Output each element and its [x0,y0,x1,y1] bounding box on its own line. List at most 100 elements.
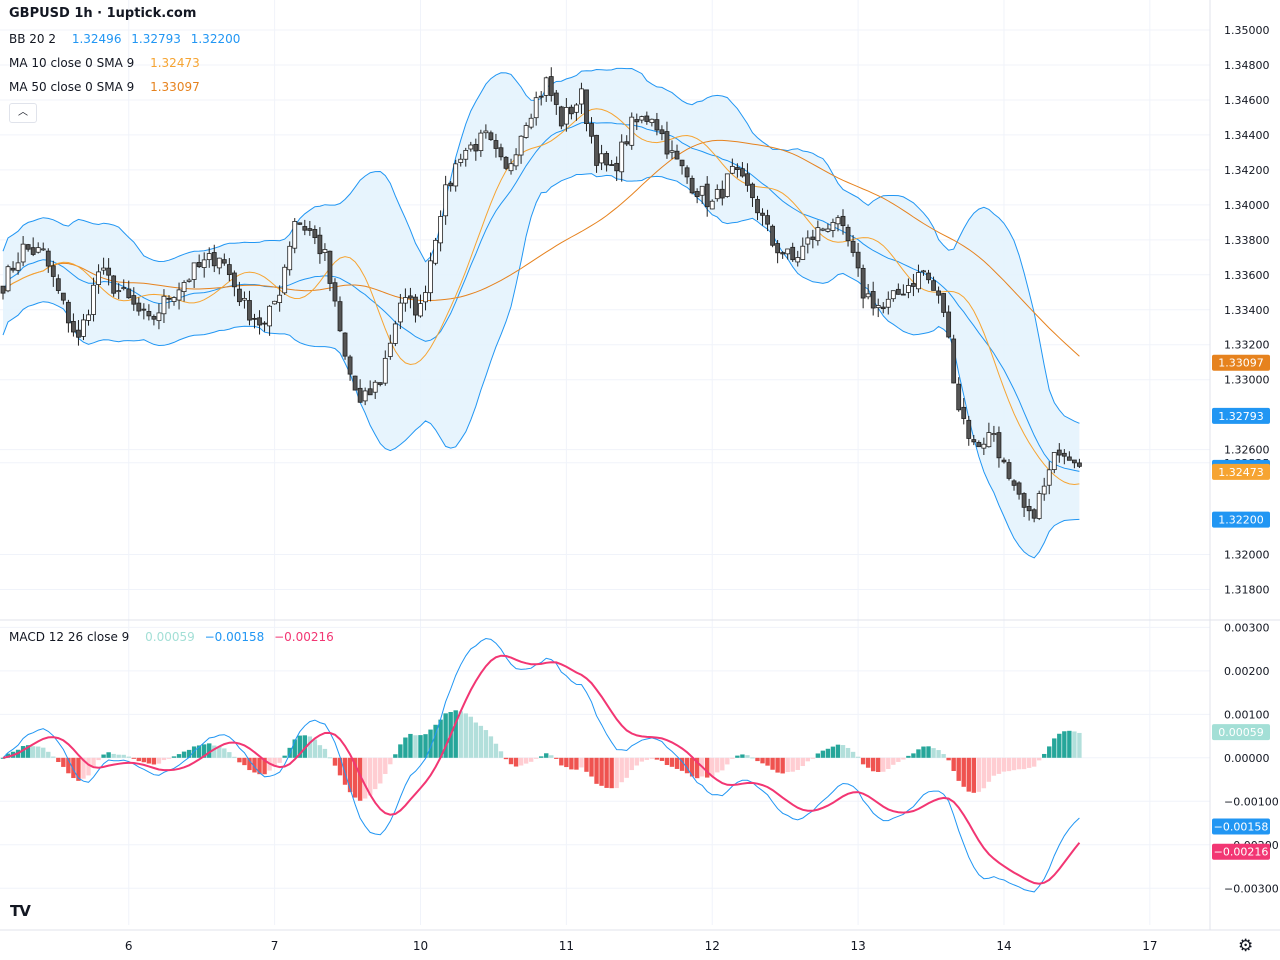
candle-body [226,264,232,276]
macd-hist-bar [976,757,982,792]
macd-hist-bar [393,754,398,758]
macd-tick-label: 0.00200 [1224,665,1270,678]
macd-hist-bar [679,757,685,771]
macd-hist-bar [770,757,775,770]
candle-body [1036,493,1042,519]
macd-hist-bar [136,757,142,762]
candle-body [734,167,740,170]
candle-body [543,77,549,96]
candle-body [599,153,604,164]
candle-body [181,282,187,292]
candle-body [624,141,630,145]
price-tick-label: 1.33000 [1224,374,1270,387]
candle-body [237,288,242,303]
macd-hist-bar [116,754,121,758]
candle-body [101,267,106,271]
legend-macd: MACD 12 26 close 9 0.00059 −0.00158 −0.0… [9,630,334,644]
candle-body [367,388,373,396]
candle-body [860,267,866,299]
candle-body [870,291,876,309]
candles [0,67,1082,523]
candle-body [518,135,524,156]
macd-hist-bar [503,757,509,760]
candle-body [307,228,313,231]
candle-body [639,116,645,121]
macd-hist-bar [307,736,313,758]
macd-hist-bar [443,713,448,758]
candle-body [900,293,906,296]
macd-hist-bar [66,757,71,774]
macd-hist-bar [247,757,252,771]
candle-body [649,118,655,123]
candle-body [961,406,967,419]
macd-hist-bar [886,757,891,769]
legend-bb-lower: 1.32200 [190,32,241,46]
candle-body [10,267,16,271]
candle-body [1026,506,1032,512]
tradingview-logo[interactable]: TV [10,902,31,920]
macd-hist-bar [810,757,816,759]
macd-tick-label: 0.00300 [1224,621,1270,634]
candle-body [206,253,212,261]
candle-body [820,228,826,231]
macd-hist-bar [694,757,700,779]
macd-hist-bar [61,757,66,767]
candle-body [116,290,122,293]
candle-body [332,282,338,302]
candle-body [755,199,760,214]
price-tick-label: 1.34400 [1224,129,1270,142]
macd-hist-bar [1067,730,1072,758]
candle-body [604,153,609,166]
macd-hist-bar [916,749,921,758]
candle-body [382,357,388,384]
macd-hist-bar [881,757,886,772]
legend-ma50: MA 50 close 0 SMA 9 1.33097 [9,80,200,94]
time-tick-label: 10 [413,939,428,953]
bollinger-lower-line [2,173,1080,559]
time-tick-label: 14 [996,939,1011,953]
macd-hist-bar [604,757,609,788]
macd-hist-bar [926,746,931,758]
candle-body [800,245,806,260]
candle-body [523,125,529,138]
candle-body [699,185,705,196]
candle-body [76,329,81,338]
macd-hist-bar [71,757,76,779]
macd-hist-bar [373,757,378,790]
macd-tick-label: 0.00100 [1224,708,1270,721]
collapse-legend-button[interactable]: ︿ [9,103,37,123]
candle-body [30,247,36,255]
macd-hist-bar [528,757,534,762]
candle-body [247,300,252,321]
candle-body [463,150,469,160]
macd-hist-bar [468,716,473,758]
candle-body [60,292,66,301]
candle-body [558,106,564,127]
candle-body [855,251,861,269]
candle-body [795,257,801,263]
candle-body [674,150,680,160]
candle-body [976,442,982,448]
price-tick-label: 1.34600 [1224,94,1270,107]
macd-hist-bar [1042,753,1047,758]
macd-hist-bar [46,751,51,758]
macd-hist-bar [156,757,162,764]
chart-title: GBPUSD 1h · 1uptick.com [9,6,197,21]
candle-body [584,89,589,124]
gear-icon[interactable]: ⚙ [1238,936,1254,956]
candle-body [1001,459,1007,463]
macd-hist-bar [488,736,494,758]
macd-hist-bar [674,757,680,769]
macd-hist-bar [539,756,544,758]
candle-body [694,191,700,198]
macd-hist-bar [337,757,343,776]
candle-body [488,132,494,141]
macd-hist-bar [1062,731,1067,758]
macd-hist-bar [146,757,152,764]
candle-body [951,338,957,384]
candle-body [282,266,288,294]
candle-body [946,311,952,338]
macd-hist-bar [352,757,358,798]
macd-hist-bar [277,757,282,763]
